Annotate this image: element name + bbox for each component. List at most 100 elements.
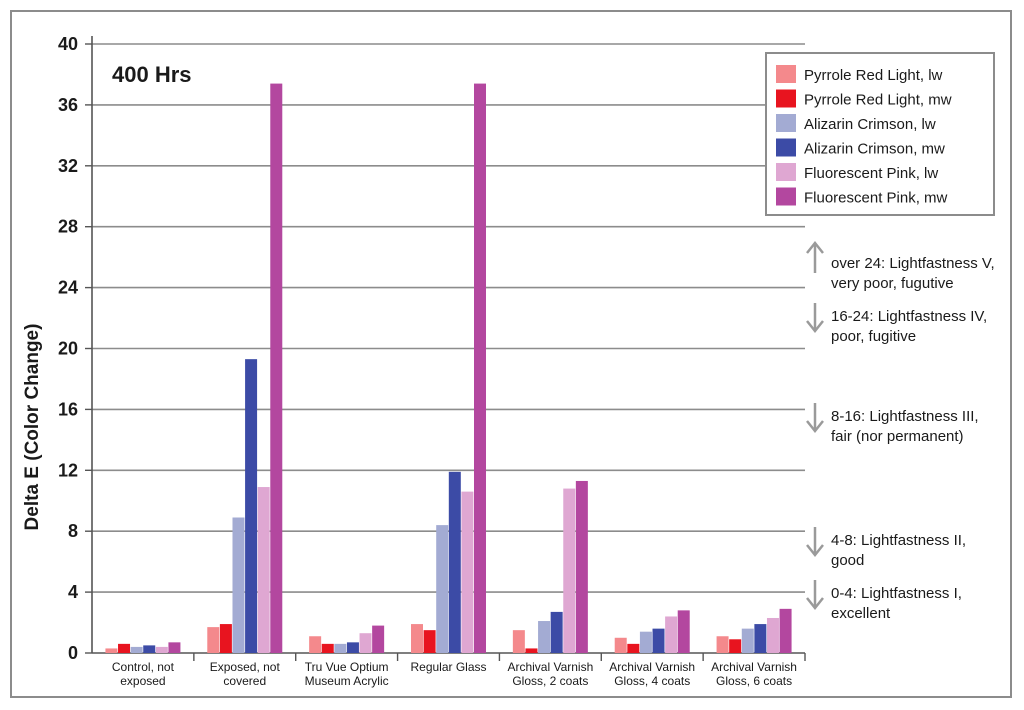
bar bbox=[677, 610, 690, 653]
bar bbox=[411, 624, 423, 653]
legend-label: Pyrrole Red Light, mw bbox=[804, 92, 952, 109]
x-category-label: Gloss, 2 coats bbox=[512, 674, 588, 688]
bar bbox=[219, 624, 232, 653]
bar bbox=[461, 491, 474, 653]
x-category-label: Tru Vue Optium bbox=[305, 660, 389, 674]
x-category-label: covered bbox=[223, 674, 266, 688]
bar bbox=[652, 628, 665, 653]
bar bbox=[130, 646, 143, 653]
chart-title: 400 Hrs bbox=[112, 62, 192, 87]
annotation-text: 16-24: Lightfastness IV, bbox=[831, 308, 987, 325]
y-tick-label: 28 bbox=[58, 217, 78, 237]
x-category-label: Regular Glass bbox=[410, 660, 486, 674]
y-tick-label: 32 bbox=[58, 156, 78, 176]
bar bbox=[207, 627, 220, 653]
arrow-down-icon bbox=[806, 320, 824, 334]
bar bbox=[665, 616, 678, 653]
bar bbox=[550, 611, 563, 653]
arrow-down-icon bbox=[806, 597, 824, 611]
bar bbox=[639, 631, 652, 653]
x-category-label: Archival Varnish bbox=[711, 660, 797, 674]
annotation-text: 8-16: Lightfastness III, bbox=[831, 408, 979, 425]
bar bbox=[118, 643, 131, 653]
grid-lines bbox=[92, 43, 805, 593]
y-tick-label: 0 bbox=[68, 643, 78, 663]
y-tick-label: 36 bbox=[58, 95, 78, 115]
y-tick-labels: 0 4 8 12 16 20 24 28 32 36 40 bbox=[58, 34, 78, 663]
legend-label: Alizarin Crimson, mw bbox=[804, 141, 945, 158]
y-tick-label: 40 bbox=[58, 34, 78, 54]
legend: Pyrrole Red Light, lw Pyrrole Red Light, … bbox=[765, 52, 995, 216]
bar bbox=[334, 643, 347, 653]
bar bbox=[346, 642, 359, 653]
bar bbox=[627, 643, 640, 653]
annotation-text: 0-4: Lightfastness I, bbox=[831, 585, 962, 602]
y-tick-label: 24 bbox=[58, 278, 78, 298]
annotation-text: excellent bbox=[831, 605, 891, 622]
bar bbox=[474, 83, 486, 653]
x-category-label: Gloss, 4 coats bbox=[614, 674, 690, 688]
lightfastness-note: over 24: Lightfastness V, very poor, fugu… bbox=[806, 240, 995, 292]
lightfastness-annotations: over 24: Lightfastness V, very poor, fugu… bbox=[806, 240, 995, 622]
legend-swatch bbox=[776, 138, 796, 157]
legend-swatch bbox=[776, 65, 796, 83]
x-category-label: Archival Varnish bbox=[507, 660, 593, 674]
bar bbox=[359, 633, 372, 653]
legend-label: Alizarin Crimson, lw bbox=[804, 116, 936, 133]
bar bbox=[436, 525, 449, 653]
bar bbox=[754, 624, 767, 653]
arrow-down-icon bbox=[806, 420, 824, 434]
x-category-label: Gloss, 6 coats bbox=[716, 674, 792, 688]
annotation-text: good bbox=[831, 552, 864, 569]
bar bbox=[741, 628, 754, 653]
y-tick-label: 12 bbox=[58, 460, 78, 480]
annotation-text: fair (nor permanent) bbox=[831, 428, 964, 445]
bar bbox=[245, 359, 258, 653]
lightfastness-note: 16-24: Lightfastness IV, poor, fugitive bbox=[806, 303, 987, 345]
bar bbox=[538, 621, 551, 653]
legend-label: Pyrrole Red Light, lw bbox=[804, 67, 943, 84]
bar bbox=[766, 617, 779, 653]
legend-swatch bbox=[776, 89, 796, 108]
bar bbox=[729, 639, 742, 653]
bar bbox=[525, 648, 538, 653]
bar bbox=[105, 648, 118, 653]
annotation-text: over 24: Lightfastness V, bbox=[831, 255, 995, 272]
bar bbox=[614, 637, 627, 653]
legend-label: Fluorescent Pink, mw bbox=[804, 190, 948, 207]
bar bbox=[512, 630, 525, 653]
bars bbox=[105, 83, 792, 653]
legend-label: Fluorescent Pink, lw bbox=[804, 165, 938, 182]
bar bbox=[321, 643, 334, 653]
bar bbox=[257, 487, 270, 653]
bar bbox=[575, 480, 588, 653]
bar bbox=[779, 608, 792, 653]
annotation-text: 4-8: Lightfastness II, bbox=[831, 532, 966, 549]
bar bbox=[563, 488, 576, 653]
bar bbox=[309, 636, 322, 653]
bar bbox=[232, 517, 245, 653]
bar bbox=[168, 642, 181, 653]
bar bbox=[270, 83, 283, 653]
bar bbox=[143, 645, 156, 653]
bar bbox=[448, 471, 461, 653]
y-tick-label: 20 bbox=[58, 339, 78, 359]
x-category-label: Exposed, not bbox=[210, 660, 281, 674]
x-category-label: exposed bbox=[120, 674, 165, 688]
lightfastness-note: 4-8: Lightfastness II, good bbox=[806, 527, 966, 569]
bar bbox=[716, 636, 729, 653]
legend-swatch bbox=[776, 114, 796, 132]
bar bbox=[155, 646, 168, 653]
x-category-label: Archival Varnish bbox=[609, 660, 695, 674]
y-tick-label: 16 bbox=[58, 399, 78, 419]
annotation-text: poor, fugitive bbox=[831, 328, 916, 345]
y-axis-label: Delta E (Color Change) bbox=[22, 324, 43, 531]
y-tick-label: 8 bbox=[68, 521, 78, 541]
annotation-text: very poor, fugutive bbox=[831, 275, 954, 292]
y-tick-label: 4 bbox=[68, 582, 78, 602]
arrow-up-icon bbox=[806, 240, 824, 254]
lightfastness-note: 8-16: Lightfastness III, fair (nor perman… bbox=[806, 403, 979, 445]
legend-swatch bbox=[776, 187, 796, 206]
